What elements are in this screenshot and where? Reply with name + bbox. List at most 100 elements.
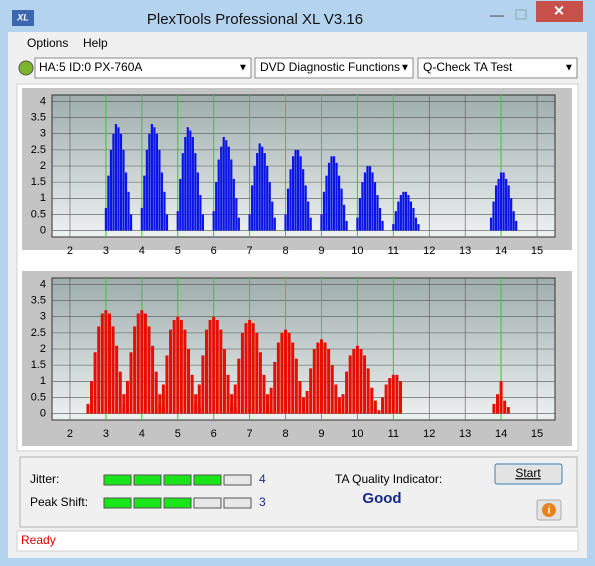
y-tick-label: 3 [40,311,46,323]
bar [194,403,198,414]
start-button[interactable] [494,463,563,485]
jitter-value: 4 [259,472,266,486]
minimize[interactable]: — [490,7,504,23]
meter-segment-empty [193,497,222,509]
y-tick-label: 0 [40,407,46,419]
bar [407,195,410,231]
bar [258,143,261,231]
bar [153,127,156,231]
function-combo[interactable] [254,57,414,79]
bar [179,319,183,414]
bar [335,162,338,231]
y-tick-label: 3.5 [31,111,46,123]
bar [297,149,300,231]
test-combo[interactable] [417,57,578,79]
bar [114,124,118,231]
y-tick-label: 2 [40,160,46,172]
bar [133,326,137,414]
bar [263,153,266,231]
bar [412,207,415,231]
bar [345,371,349,414]
bar [309,217,312,231]
bar [233,384,237,414]
bar [359,349,363,414]
app-icon-text: XL [16,12,29,22]
bar [169,329,173,414]
bar [230,159,233,231]
window-controls[interactable]: — ✕ [490,1,583,23]
x-tick-label: 8 [282,428,288,440]
x-tick-label: 6 [211,245,217,257]
bar [201,355,205,414]
bar [368,166,372,231]
bar [176,316,180,414]
bar [494,185,498,231]
x-tick-label: 13 [459,245,471,257]
test-text: Q-Check TA Test [423,60,513,74]
bar [366,166,369,231]
bar [376,195,379,231]
bar [253,166,256,231]
bar [304,185,307,231]
bar [289,169,292,231]
results-panel [19,456,578,528]
menu-help[interactable]: Help [83,36,108,50]
bar [225,140,228,231]
bar [97,326,101,414]
x-tick-label: 3 [103,245,109,257]
bar [208,319,212,414]
y-tick-label: 2 [40,343,46,355]
bar [199,195,202,231]
x-tick-label: 9 [318,245,324,257]
peak-shift-value: 3 [259,495,266,509]
maximize[interactable] [515,9,527,20]
bar [363,355,367,414]
bar [122,403,126,414]
bar [414,217,418,231]
bar [299,156,302,231]
x-tick-label: 2 [67,428,73,440]
bar [143,175,146,231]
bar [129,214,133,231]
x-tick-label: 4 [139,245,145,257]
menu-options[interactable]: Options [27,36,68,50]
drive-combo[interactable] [34,57,252,79]
meter-segment-empty [223,497,252,509]
bar [189,130,192,231]
bar [109,149,113,231]
bar [492,403,496,414]
bar [366,368,370,414]
x-tick-label: 14 [495,245,507,257]
combo-arrow: ▼ [400,63,410,74]
bar [111,326,115,414]
bar [273,361,277,414]
close-button[interactable] [536,1,583,22]
bar [119,133,123,231]
bar [262,374,266,414]
x-tick-label: 15 [531,428,543,440]
bar [325,175,328,231]
bar [196,172,199,231]
x-tick-label: 3 [103,428,109,440]
bar [361,182,364,231]
combo-arrow: ▼ [564,63,574,74]
bar [323,342,327,414]
bar [330,156,333,231]
info-glyph: i [548,506,551,517]
bar [151,345,155,414]
bar [384,384,388,414]
bar [302,407,305,414]
bar [507,185,510,231]
x-tick-label: 5 [175,428,181,440]
x-tick-label: 15 [531,245,543,257]
bar [397,201,400,231]
bar [327,162,331,231]
bar [506,407,510,414]
bar [322,191,326,231]
bar [226,374,230,414]
y-tick-label: 0.5 [31,391,46,403]
bar [381,220,384,231]
bar [337,407,341,414]
